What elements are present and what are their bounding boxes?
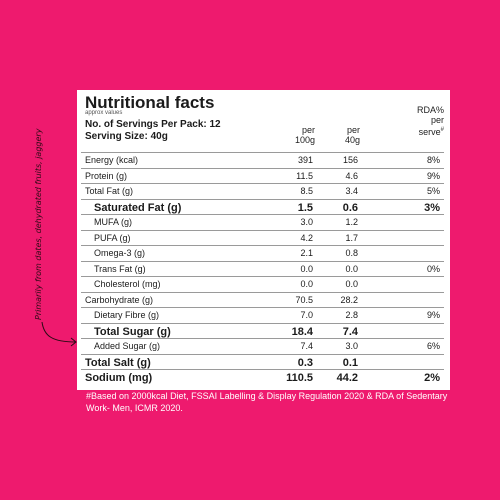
serving-size: Serving Size: 40g xyxy=(85,131,168,142)
row-value-per-100g: 1.5 xyxy=(297,201,313,214)
approx-values-note: approx values xyxy=(85,110,123,116)
col-header-rda-mark: # xyxy=(440,127,444,133)
row-value-per-100g: 0.0 xyxy=(300,279,313,289)
row-value-per-40g: 0.1 xyxy=(342,356,358,369)
row-value-per-40g: 1.7 xyxy=(345,232,358,243)
panel-title: Nutritional facts xyxy=(85,93,215,112)
row-value-per-40g: 0.6 xyxy=(342,201,358,214)
table-row: Sodium (mg) 110.5 44.2 2% xyxy=(81,369,444,385)
row-value-per-40g: 0.8 xyxy=(345,248,358,258)
row-label: MUFA (g) xyxy=(94,217,133,227)
row-value-per-100g: 3.0 xyxy=(300,217,313,227)
servings-info: No. of Servings Per Pack: 12 Serving Siz… xyxy=(85,119,221,143)
table-row: Saturated Fat (g) 1.5 0.6 3% xyxy=(81,198,444,215)
table-row: Omega-3 (g) 2.1 0.8 xyxy=(81,245,444,261)
row-value-rda: 9% xyxy=(426,310,440,320)
row-value-per-100g: 0.3 xyxy=(297,356,313,369)
row-label: Omega-3 (g) xyxy=(94,248,146,258)
row-value-per-100g: 7.4 xyxy=(300,341,313,351)
table-row: Total Sugar (g) 18.4 7.4 xyxy=(81,322,444,339)
col-header-per-40g: per 40g xyxy=(344,125,360,145)
nutrition-panel: Nutritional facts approx values No. of S… xyxy=(77,90,450,390)
row-label: Added Sugar (g) xyxy=(94,341,161,351)
table-row: Total Salt (g) 0.3 0.1 xyxy=(81,353,444,370)
row-value-per-40g: 2.8 xyxy=(345,310,358,320)
row-value-per-100g: 8.5 xyxy=(300,186,313,196)
row-value-per-100g: 0.0 xyxy=(300,263,313,274)
row-value-per-40g: 1.2 xyxy=(345,217,358,227)
row-value-per-100g: 2.1 xyxy=(300,248,313,258)
row-value-per-100g: 4.2 xyxy=(300,232,313,243)
row-value-per-40g: 3.0 xyxy=(345,341,358,351)
col-header-per-100g: per 100g xyxy=(294,125,315,145)
row-value-per-100g: 18.4 xyxy=(291,325,313,338)
table-row: Added Sugar (g) 7.4 3.0 6% xyxy=(81,338,444,354)
table-row: Carbohydrate (g) 70.5 28.2 xyxy=(81,291,444,308)
table-row: PUFA (g) 4.2 1.7 xyxy=(81,229,444,246)
row-label: Cholesterol (mg) xyxy=(94,279,161,289)
row-value-rda: 9% xyxy=(426,170,440,181)
row-value-per-40g: 156 xyxy=(342,155,358,165)
col-header-rda-text: RDA% per serve xyxy=(416,105,444,137)
table-row: Total Fat (g) 8.5 3.4 5% xyxy=(81,183,444,199)
row-value-per-100g: 11.5 xyxy=(296,170,313,181)
row-label: Total Salt (g) xyxy=(85,356,151,369)
row-value-per-40g: 28.2 xyxy=(340,294,358,305)
row-value-per-100g: 7.0 xyxy=(300,310,313,320)
row-label: Total Fat (g) xyxy=(85,186,134,196)
row-label: Saturated Fat (g) xyxy=(94,201,182,214)
row-value-rda: 2% xyxy=(424,372,440,384)
arrow-icon xyxy=(41,322,77,347)
row-value-rda: 0% xyxy=(426,263,440,274)
row-value-per-40g: 4.6 xyxy=(345,170,358,181)
footnote: #Based on 2000kcal Diet, FSSAI Labelling… xyxy=(86,391,448,413)
row-label: Carbohydrate (g) xyxy=(85,294,154,305)
row-label: Energy (kcal) xyxy=(85,155,139,165)
row-label: Trans Fat (g) xyxy=(94,263,146,274)
row-value-per-40g: 0.0 xyxy=(345,263,358,274)
table-row: Dietary Fibre (g) 7.0 2.8 9% xyxy=(81,307,444,323)
servings-per-pack: No. of Servings Per Pack: 12 xyxy=(85,119,221,130)
row-value-rda: 8% xyxy=(426,155,440,165)
row-label: Dietary Fibre (g) xyxy=(94,310,160,320)
row-value-per-40g: 3.4 xyxy=(345,186,358,196)
table-row: MUFA (g) 3.0 1.2 xyxy=(81,214,444,230)
table-row: Cholesterol (mg) 0.0 0.0 xyxy=(81,276,444,292)
table-row: Protein (g) 11.5 4.6 9% xyxy=(81,167,444,184)
row-value-per-40g: 7.4 xyxy=(342,325,358,338)
nutrition-table: Energy (kcal) 391 156 8% Protein (g) 11.5 4.6 9… xyxy=(81,152,444,385)
table-row: Trans Fat (g) 0.0 0.0 0% xyxy=(81,260,444,277)
row-label: Protein (g) xyxy=(85,170,128,181)
table-row: Energy (kcal) 391 156 8% xyxy=(81,152,444,168)
row-value-rda: 5% xyxy=(426,186,440,196)
row-value-per-40g: 44.2 xyxy=(336,372,358,384)
row-label: Sodium (mg) xyxy=(85,372,153,384)
row-value-rda: 3% xyxy=(424,201,440,214)
row-value-per-100g: 391 xyxy=(297,155,313,165)
row-value-per-100g: 70.5 xyxy=(295,294,313,305)
row-label: Total Sugar (g) xyxy=(94,325,171,338)
row-value-rda: 6% xyxy=(426,341,440,351)
row-label: PUFA (g) xyxy=(94,232,131,243)
col-header-rda: RDA% per serve# xyxy=(404,105,444,137)
row-value-per-100g: 110.5 xyxy=(286,372,313,384)
row-value-per-40g: 0.0 xyxy=(345,279,358,289)
side-note: Primarily from dates, dehydrated fruits,… xyxy=(34,128,43,320)
